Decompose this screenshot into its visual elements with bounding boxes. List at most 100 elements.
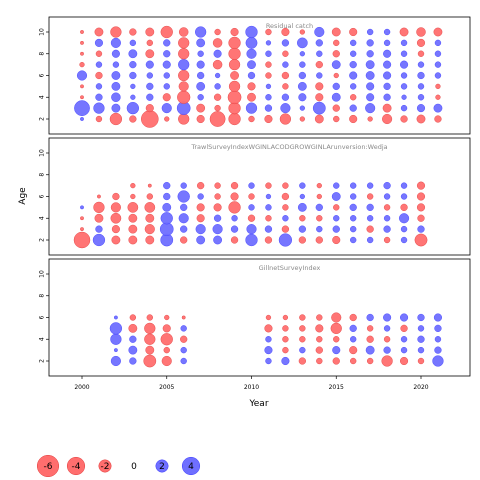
- residual-bubble: [247, 71, 256, 80]
- residual-bubble: [180, 203, 188, 212]
- residual-bubble: [400, 203, 408, 212]
- residual-bubble: [247, 82, 256, 91]
- residual-bubble: [212, 38, 223, 48]
- residual-bubble: [314, 114, 324, 124]
- residual-bubble: [333, 336, 340, 343]
- residual-bubble: [195, 26, 207, 38]
- residual-bubble: [248, 115, 255, 123]
- residual-bubble: [400, 60, 409, 69]
- x-tick-label: 2010: [244, 384, 259, 391]
- residual-bubble: [299, 51, 305, 57]
- residual-bubble: [160, 25, 173, 39]
- residual-bubble: [180, 357, 187, 365]
- residual-bubble: [383, 313, 392, 322]
- residual-bubble: [146, 82, 154, 90]
- residual-bubble: [281, 93, 290, 101]
- residual-bubble: [230, 236, 239, 244]
- residual-bubble: [315, 61, 323, 69]
- residual-bubble: [400, 193, 408, 200]
- residual-bubble: [400, 346, 408, 354]
- residual-bubble: [349, 71, 358, 80]
- y-tick-label: 8: [39, 294, 46, 298]
- residual-bubble: [383, 49, 392, 58]
- residual-bubble: [265, 72, 272, 79]
- legend-bubble: [181, 456, 201, 476]
- residual-bubble: [214, 72, 221, 79]
- residual-bubble: [282, 215, 289, 222]
- residual-bubble: [433, 313, 442, 322]
- residual-bubble: [265, 215, 272, 222]
- residual-bubble: [214, 182, 221, 189]
- residual-bubble: [110, 212, 122, 224]
- x-tick-label: 2000: [74, 384, 89, 391]
- residual-bubble: [213, 214, 222, 222]
- residual-bubble: [383, 215, 391, 222]
- residual-bubble: [92, 233, 106, 247]
- residual-bubble: [264, 324, 273, 333]
- residual-bubble: [164, 116, 170, 122]
- residual-bubble: [129, 115, 137, 123]
- residual-bubble: [315, 39, 323, 47]
- residual-bubble: [366, 39, 374, 47]
- residual-bubble: [350, 50, 357, 57]
- residual-bubble: [228, 80, 241, 92]
- residual-bubble: [111, 235, 121, 245]
- residual-bubble: [95, 50, 103, 57]
- residual-bubble: [196, 103, 206, 113]
- residual-bubble: [178, 81, 189, 92]
- residual-bubble: [365, 60, 375, 70]
- residual-bubble: [178, 48, 190, 60]
- residual-bubble: [95, 93, 103, 101]
- residual-bubble: [298, 357, 306, 365]
- residual-bubble: [95, 71, 103, 80]
- residual-bubble: [111, 103, 121, 113]
- y-tick-label: 2: [39, 117, 46, 121]
- residual-bubble: [146, 72, 153, 79]
- residual-bubble: [180, 225, 188, 233]
- residual-bubble: [417, 346, 425, 354]
- residual-bubble: [299, 314, 306, 321]
- residual-bubble: [315, 324, 324, 333]
- residual-bubble: [383, 60, 392, 69]
- residual-bubble: [94, 27, 104, 37]
- legend-label: -6: [44, 462, 53, 472]
- residual-bubble: [298, 71, 306, 80]
- residual-bubble: [80, 227, 84, 232]
- residual-bubble: [212, 224, 223, 235]
- residual-bubble: [332, 50, 340, 58]
- residual-bubble: [316, 183, 322, 189]
- residual-bubble: [245, 233, 258, 247]
- residual-bubble: [110, 37, 121, 48]
- residual-bubble: [196, 81, 206, 91]
- residual-bubble: [143, 354, 157, 368]
- residual-bubble: [350, 336, 357, 343]
- residual-bubble: [264, 104, 273, 112]
- residual-bubble: [333, 39, 340, 47]
- residual-bubble: [316, 225, 323, 233]
- residual-bubble: [349, 324, 357, 332]
- residual-bubble: [95, 61, 103, 68]
- residual-bubble: [196, 235, 206, 245]
- residual-bubble: [80, 216, 84, 221]
- residual-bubble: [332, 357, 340, 365]
- residual-bubble: [146, 93, 154, 101]
- residual-bubble: [350, 182, 357, 189]
- residual-bubble: [400, 72, 408, 79]
- residual-bubble: [278, 233, 292, 247]
- residual-bubble: [95, 115, 103, 123]
- residual-bubble: [76, 70, 88, 81]
- residual-bubble: [265, 28, 272, 36]
- residual-bubble: [196, 38, 206, 48]
- residual-bubble: [178, 37, 190, 49]
- residual-bubble: [333, 115, 340, 123]
- y-tick-label: 2: [39, 359, 46, 363]
- legend-bubble: [36, 454, 60, 478]
- residual-bubble: [435, 94, 441, 100]
- residual-bubble: [130, 94, 136, 100]
- residual-bubble: [128, 324, 138, 333]
- residual-bubble: [281, 27, 290, 37]
- residual-bubble: [163, 83, 170, 90]
- panel-1: Residual catch 2 4 6 8 10: [39, 16, 471, 135]
- residual-bubble: [383, 346, 391, 354]
- residual-bubble: [366, 325, 374, 332]
